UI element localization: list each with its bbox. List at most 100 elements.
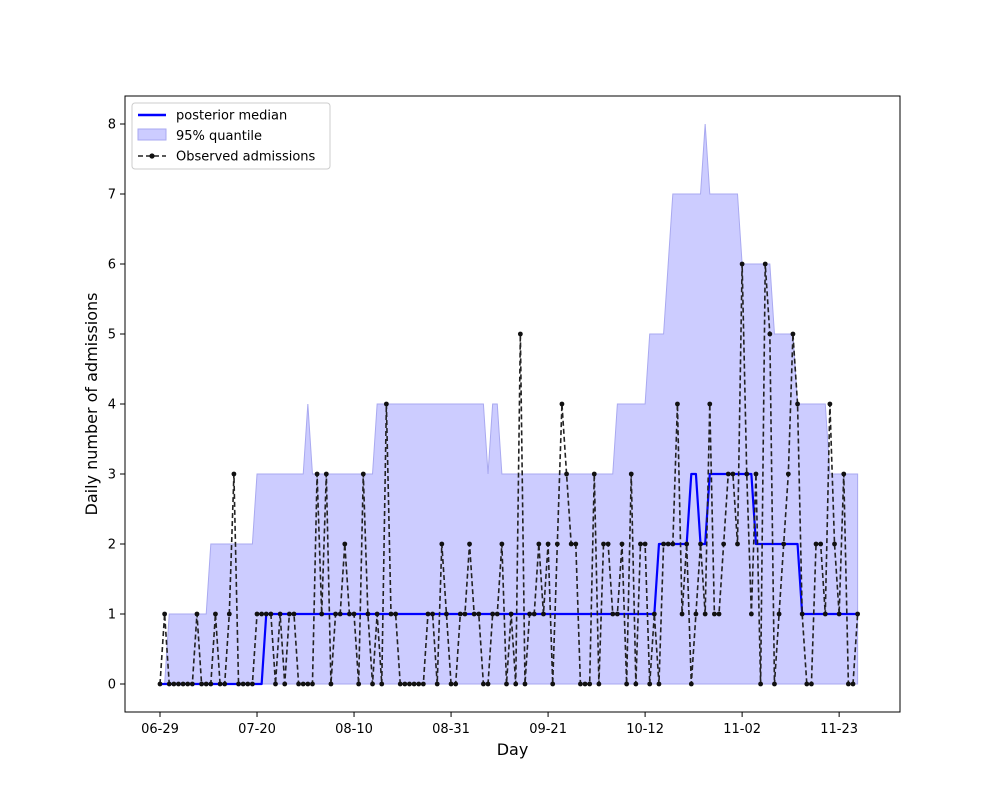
- observed-point: [245, 681, 251, 687]
- observed-point: [162, 611, 168, 617]
- observed-point: [286, 611, 292, 617]
- observed-point: [735, 541, 740, 547]
- legend-observed-label: Observed admissions: [176, 150, 316, 165]
- observed-point: [490, 611, 496, 617]
- observed-point: [226, 611, 232, 617]
- observed-point: [254, 611, 260, 617]
- observed-point: [397, 681, 403, 687]
- y-tick-label: 2: [108, 538, 116, 553]
- observed-point: [753, 471, 759, 477]
- observed-point: [744, 471, 750, 477]
- observed-point: [356, 681, 362, 687]
- observed-point: [809, 681, 814, 687]
- observed-point: [633, 681, 639, 687]
- observed-point: [481, 681, 486, 687]
- observed-point: [171, 681, 177, 687]
- observed-point: [675, 401, 680, 407]
- x-tick-label: 09-21: [529, 722, 567, 737]
- x-axis-ticks: 06-29 07-20 08-10 08-31 09-21 10-12 11-02 11-23: [141, 712, 858, 737]
- observed-point: [365, 611, 371, 617]
- legend-band-swatch: [137, 128, 167, 141]
- observed-point: [684, 541, 690, 547]
- observed-point: [328, 681, 334, 687]
- observed-point: [222, 681, 228, 687]
- legend-observed-marker: [149, 153, 155, 159]
- observed-point: [822, 611, 828, 617]
- observed-point: [795, 401, 800, 407]
- observed-point: [730, 471, 736, 477]
- y-tick-label: 3: [108, 468, 116, 483]
- observed-point: [402, 681, 408, 687]
- observed-point: [300, 681, 306, 687]
- y-tick-label: 0: [108, 678, 116, 693]
- observed-point: [462, 611, 468, 617]
- observed-point: [785, 471, 791, 477]
- observed-point: [273, 681, 278, 687]
- observed-point: [855, 611, 861, 617]
- observed-point: [522, 681, 528, 687]
- observed-point: [494, 611, 500, 617]
- y-tick-label: 8: [108, 118, 116, 133]
- observed-point: [712, 611, 717, 617]
- observed-point: [541, 611, 546, 617]
- observed-point: [203, 681, 209, 687]
- observed-point: [194, 611, 200, 617]
- observed-point: [651, 611, 657, 617]
- observed-point: [836, 611, 842, 617]
- observed-point: [638, 541, 643, 547]
- legend-band-label: 95% quantile: [176, 129, 262, 144]
- observed-point: [217, 681, 223, 687]
- observed-point: [564, 471, 569, 477]
- observed-point: [374, 611, 380, 617]
- observed-point: [748, 611, 754, 617]
- observed-point: [698, 541, 703, 547]
- observed-point: [614, 611, 620, 617]
- observed-point: [351, 611, 357, 617]
- observed-point: [679, 611, 685, 617]
- observed-point: [425, 611, 431, 617]
- y-tick-label: 6: [108, 258, 116, 273]
- observed-point: [314, 471, 320, 477]
- observed-point: [277, 611, 283, 617]
- observed-point: [420, 681, 426, 687]
- observed-point: [531, 611, 537, 617]
- observed-point: [439, 541, 445, 547]
- observed-point: [762, 261, 768, 267]
- observed-point: [291, 611, 297, 617]
- observed-point: [434, 681, 440, 687]
- observed-point: [832, 541, 837, 547]
- observed-point: [573, 541, 579, 547]
- observed-point: [647, 681, 653, 687]
- observed-point: [504, 681, 509, 687]
- observed-point: [619, 541, 625, 547]
- observed-point: [444, 611, 449, 617]
- observed-point: [296, 681, 301, 687]
- observed-point: [804, 681, 810, 687]
- observed-point: [818, 541, 824, 547]
- observed-point: [591, 471, 597, 477]
- observed-point: [388, 611, 394, 617]
- observed-point: [268, 611, 274, 617]
- observed-point: [721, 541, 727, 547]
- observed-point: [776, 611, 782, 617]
- observed-point: [333, 611, 338, 617]
- observed-point: [527, 611, 532, 617]
- observed-point: [536, 541, 542, 547]
- observed-point: [208, 681, 214, 687]
- observed-point: [457, 611, 463, 617]
- observed-point: [628, 471, 634, 477]
- observed-point: [448, 681, 454, 687]
- legend-box: [131, 102, 331, 170]
- observed-point: [582, 681, 588, 687]
- observed-point: [176, 681, 181, 687]
- observed-point: [642, 541, 648, 547]
- observed-point: [213, 611, 218, 617]
- observed-point: [499, 541, 505, 547]
- y-tick-label: 7: [108, 188, 116, 203]
- observed-point: [485, 681, 491, 687]
- observed-point: [545, 541, 551, 547]
- observed-point: [781, 541, 787, 547]
- observed-point: [360, 471, 366, 477]
- observed-point: [554, 541, 560, 547]
